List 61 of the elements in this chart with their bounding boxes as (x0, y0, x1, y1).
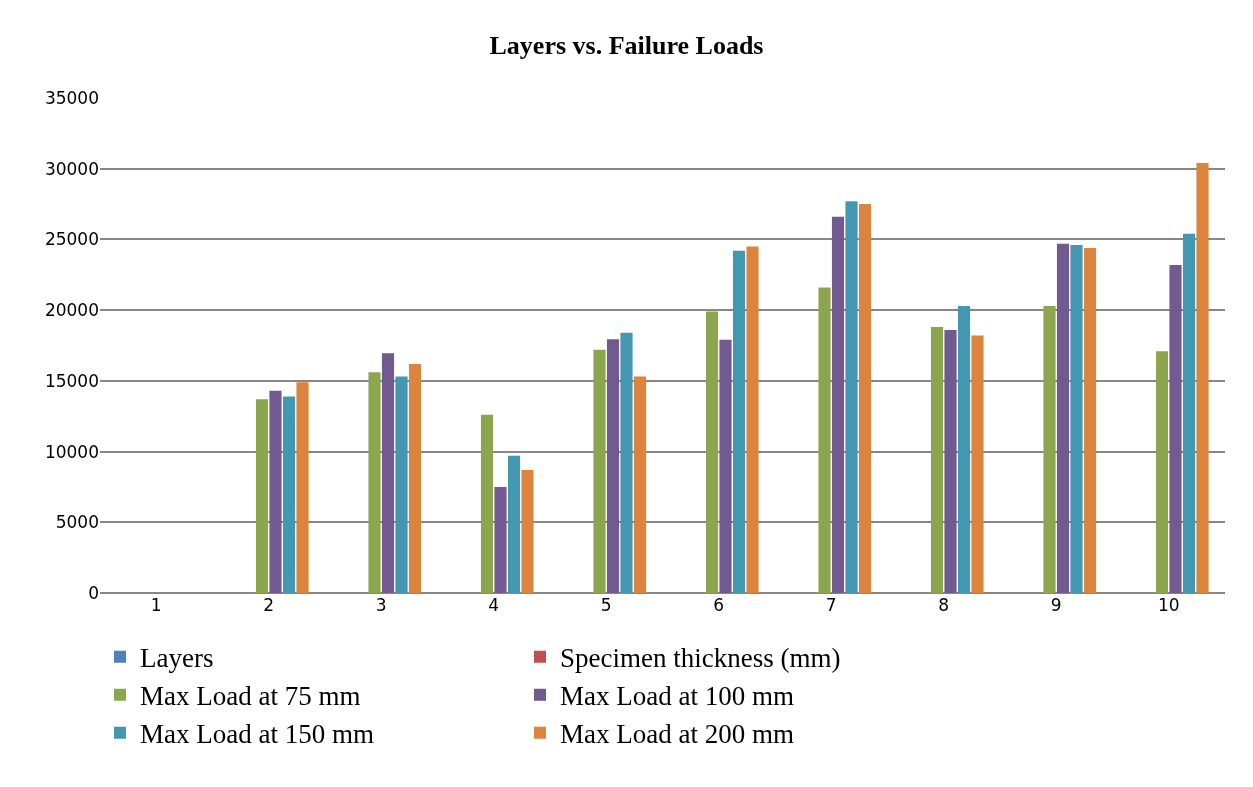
bar (705, 311, 719, 593)
bar (1070, 245, 1083, 593)
y-tick-label: 10000 (44, 441, 99, 462)
bar (494, 486, 507, 593)
bar (831, 216, 845, 593)
bar (255, 399, 269, 593)
y-tick-label: 35000 (44, 87, 99, 108)
x-tick-label: 8 (938, 595, 950, 615)
bar (1169, 264, 1182, 593)
bar (395, 376, 408, 593)
x-tick-label: 2 (263, 595, 275, 615)
x-tick-label: 9 (1050, 595, 1062, 615)
legend-label: Max Load at 150 mm (140, 719, 374, 750)
bar (1083, 247, 1097, 593)
bar (1043, 305, 1056, 593)
bar (930, 327, 944, 593)
bar (1196, 163, 1209, 593)
legend-label: Layers (140, 643, 214, 674)
bar (480, 414, 494, 593)
bar (971, 335, 984, 593)
legend-label: Max Load at 200 mm (560, 719, 794, 750)
x-tick-label: 10 (1157, 595, 1180, 615)
legend-label: Max Load at 100 mm (560, 681, 794, 712)
bar (719, 339, 732, 593)
x-tick-label: 1 (150, 595, 162, 615)
bar (746, 246, 759, 593)
bar (1155, 351, 1169, 593)
bar (269, 390, 282, 593)
legend-label: Max Load at 75 mm (140, 681, 361, 712)
bar (732, 250, 746, 593)
x-tick-label: 7 (825, 595, 837, 615)
y-tick-label: 20000 (44, 300, 99, 321)
bar (818, 287, 831, 593)
y-tick-label: 5000 (55, 512, 99, 533)
x-tick-label: 4 (488, 595, 500, 615)
bar (845, 201, 858, 593)
bar (944, 329, 957, 593)
bar (1056, 243, 1070, 593)
bar (368, 372, 381, 593)
bar (408, 363, 422, 593)
y-tick-label: 25000 (44, 229, 99, 250)
bar (507, 455, 521, 593)
bar (296, 382, 309, 593)
bar (521, 469, 534, 593)
bar (633, 376, 647, 593)
bar (606, 339, 620, 593)
bar (858, 204, 872, 593)
legend-label: Specimen thickness (mm) (560, 643, 841, 674)
bar (957, 305, 971, 593)
x-tick-label: 3 (375, 595, 387, 615)
x-tick-label: 6 (713, 595, 725, 615)
bar (282, 396, 296, 593)
y-tick-label: 30000 (44, 158, 99, 179)
bar (593, 349, 606, 593)
x-tick-label: 5 (600, 595, 612, 615)
bar (381, 353, 395, 593)
bar (1182, 233, 1196, 593)
y-tick-label: 0 (88, 582, 99, 603)
chart-title: Layers vs. Failure Loads (489, 30, 764, 60)
y-tick-label: 15000 (44, 370, 99, 391)
bar (620, 332, 633, 593)
